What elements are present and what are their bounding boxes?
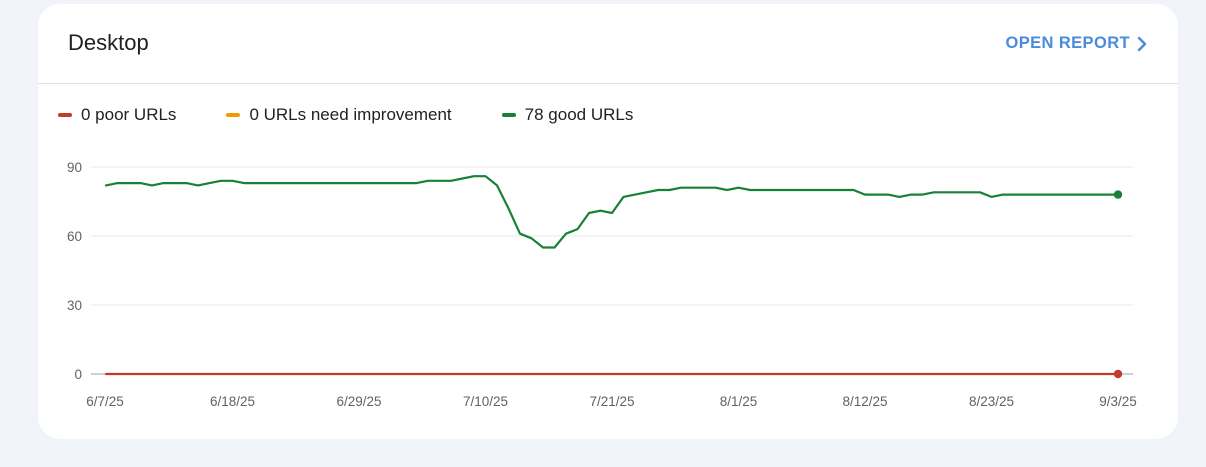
open-report-label: OPEN REPORT bbox=[1005, 34, 1130, 52]
legend-item-needs-improvement[interactable]: 0 URLs need improvement bbox=[226, 105, 452, 125]
x-tick-label: 8/23/25 bbox=[969, 394, 1014, 409]
x-tick-label: 9/3/25 bbox=[1099, 394, 1137, 409]
legend-label-needs-improvement: 0 URLs need improvement bbox=[249, 105, 452, 124]
chevron-right-icon bbox=[1137, 36, 1147, 51]
legend-item-poor[interactable]: 0 poor URLs bbox=[58, 105, 176, 125]
y-tick-label: 30 bbox=[67, 298, 82, 313]
url-status-line-chart: 0 30 60 90 6/7/25 6/18/25 6/29/25 7/10/25 7/21/2… bbox=[67, 160, 1137, 409]
series-end-point-1 bbox=[1113, 190, 1123, 199]
legend-item-good[interactable]: 78 good URLs bbox=[501, 105, 634, 125]
y-tick-label: 0 bbox=[74, 367, 82, 382]
x-tick-label: 7/21/25 bbox=[589, 394, 634, 409]
x-tick-label: 6/18/25 bbox=[210, 394, 255, 409]
x-tick-label: 8/1/25 bbox=[720, 394, 758, 409]
card-header: Desktop OPEN REPORT bbox=[38, 4, 1178, 84]
chart-legend: 0 poor URLs 0 URLs need improvement 78 g… bbox=[58, 105, 683, 125]
legend-swatch-needs-improvement bbox=[226, 113, 241, 117]
legend-swatch-good bbox=[501, 113, 516, 117]
legend-label-poor: 0 poor URLs bbox=[81, 105, 177, 124]
x-tick-label: 6/29/25 bbox=[336, 394, 381, 409]
legend-swatch-poor bbox=[58, 113, 72, 117]
legend-label-good: 78 good URLs bbox=[524, 105, 634, 124]
series-end-point-0 bbox=[1113, 369, 1123, 379]
open-report-link[interactable]: OPEN REPORT bbox=[1005, 34, 1148, 53]
y-tick-label: 90 bbox=[67, 160, 82, 175]
x-tick-label: 6/7/25 bbox=[86, 394, 124, 409]
series-line-1 bbox=[104, 175, 1120, 249]
desktop-report-card: Desktop OPEN REPORT 0 poor URLs 0 URLs n… bbox=[38, 4, 1178, 439]
x-tick-label: 8/12/25 bbox=[842, 394, 887, 409]
y-tick-label: 60 bbox=[67, 229, 82, 244]
card-title: Desktop bbox=[68, 30, 149, 55]
x-tick-label: 7/10/25 bbox=[463, 394, 508, 409]
